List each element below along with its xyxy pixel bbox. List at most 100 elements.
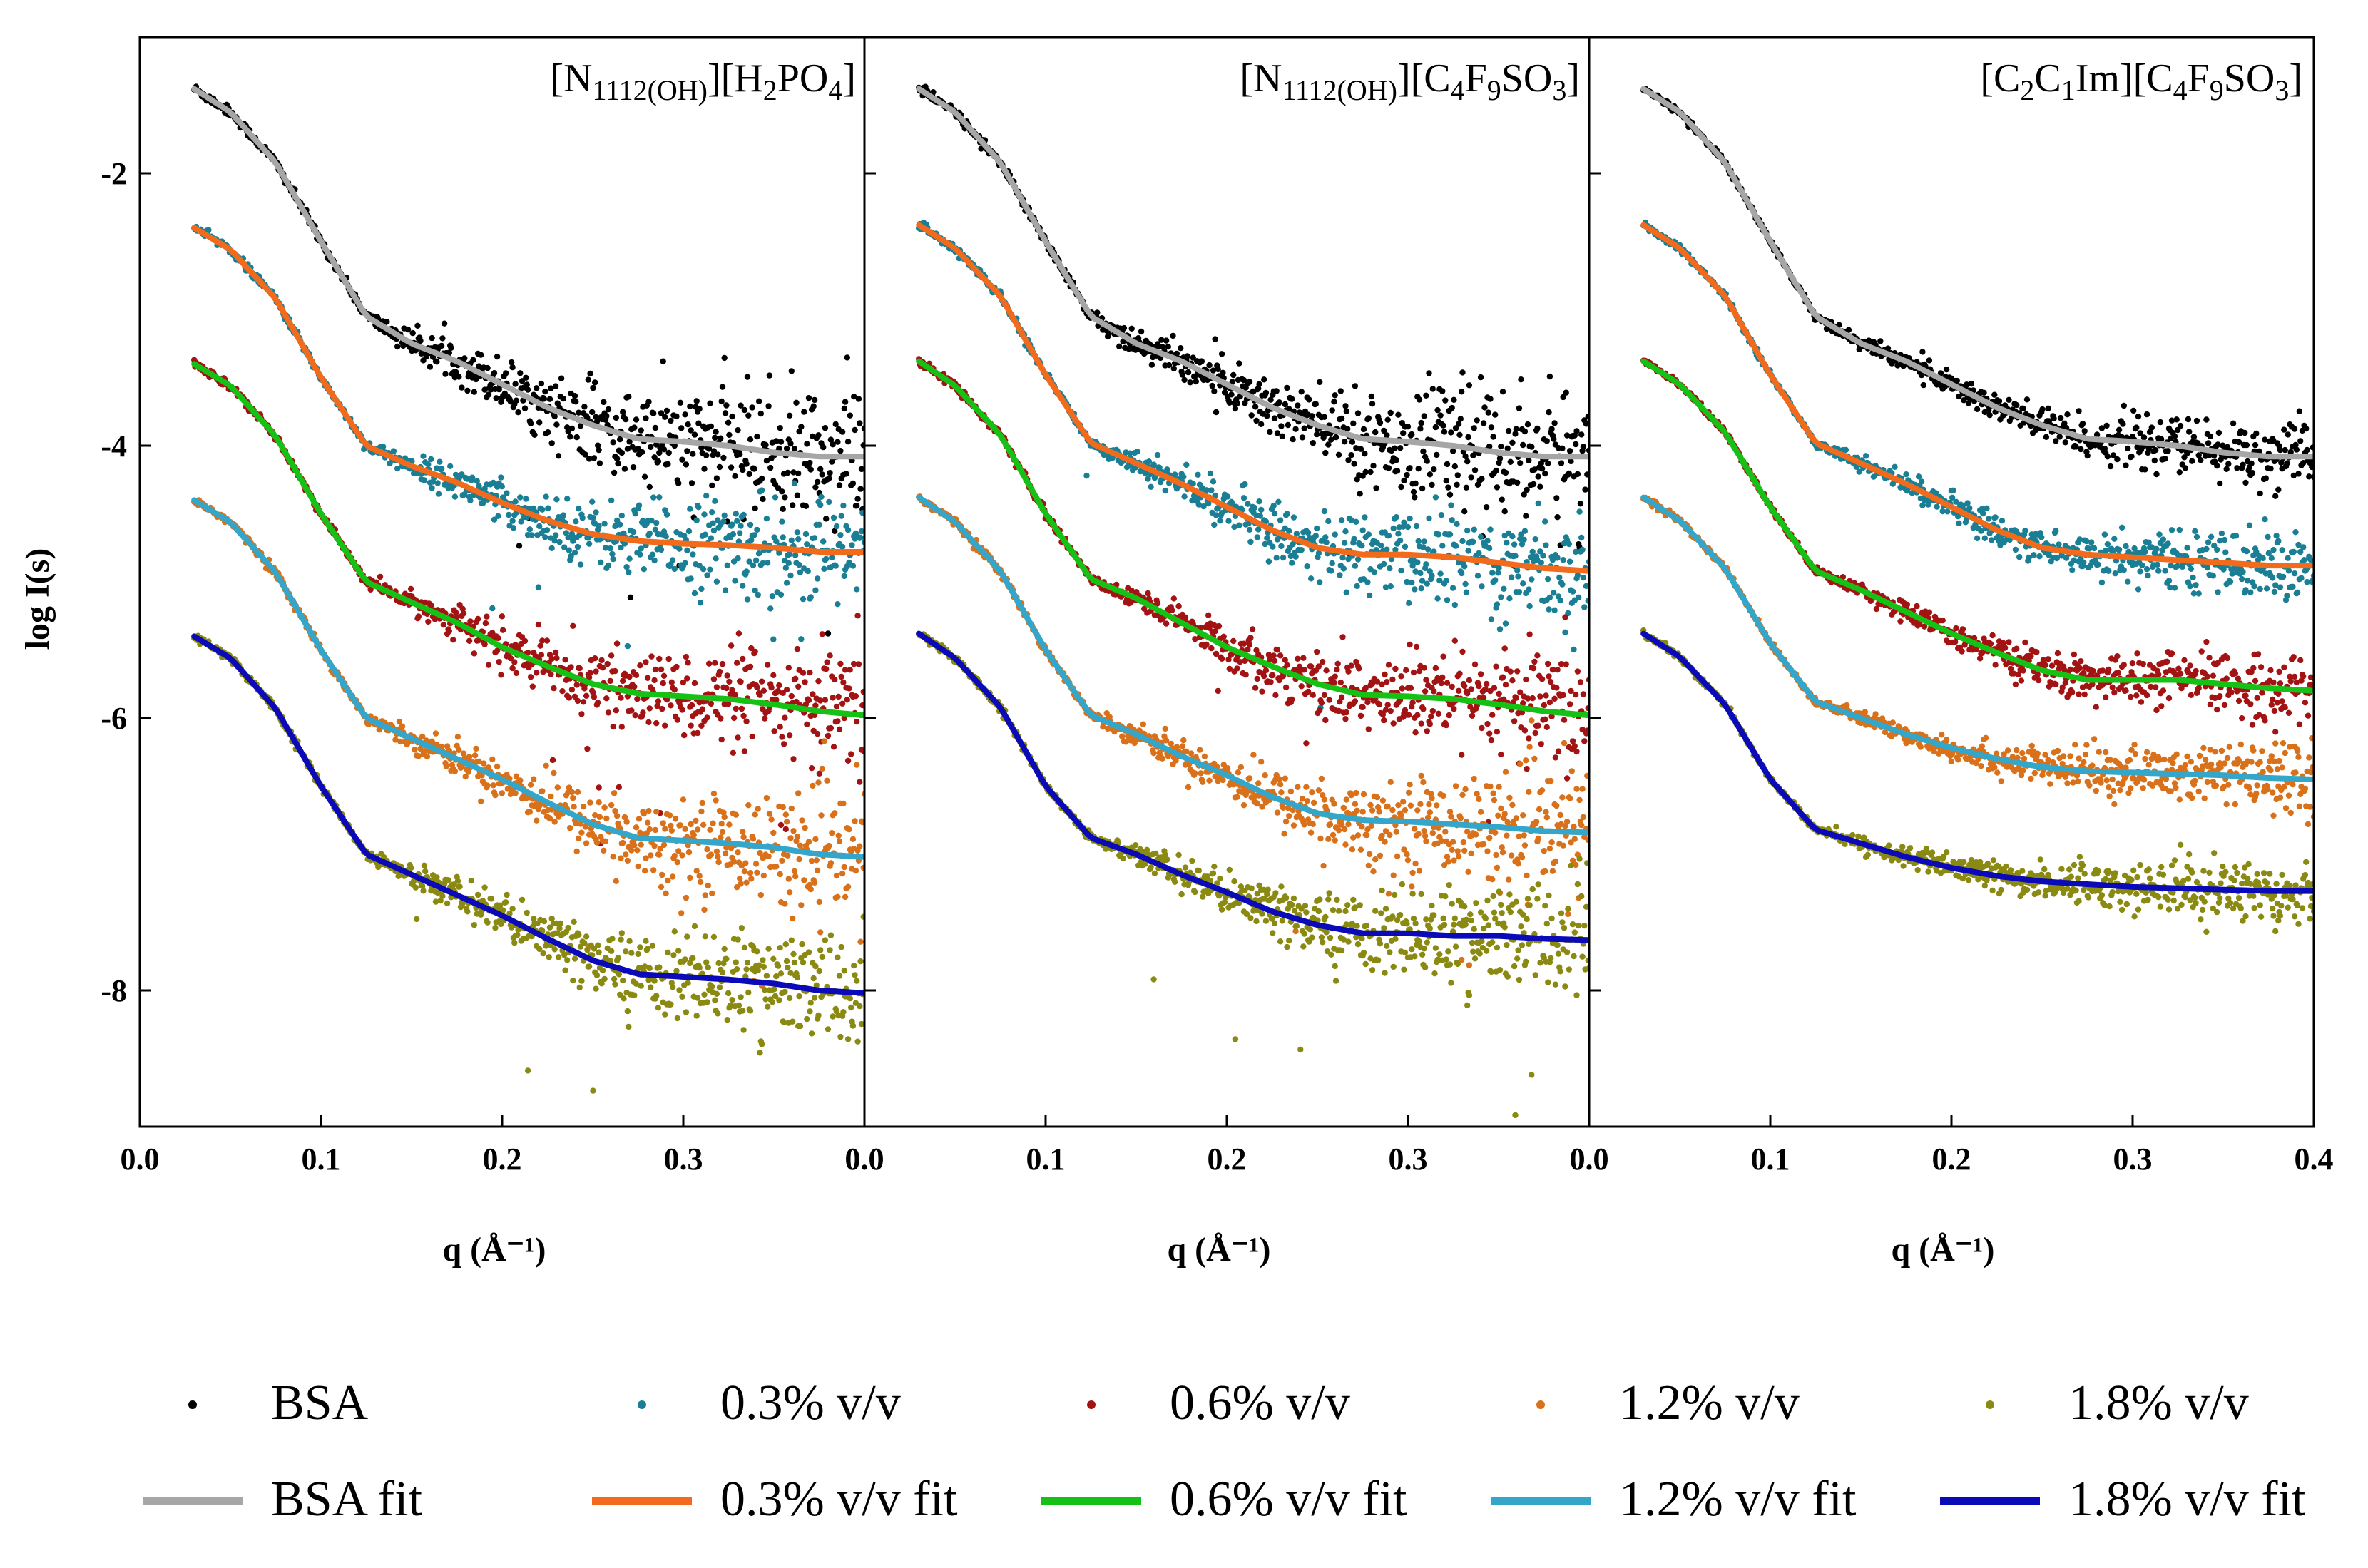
data-point: [392, 737, 399, 743]
data-point: [1372, 429, 1379, 436]
data-point: [1185, 369, 1192, 376]
data-point: [529, 683, 536, 690]
data-point: [793, 698, 800, 705]
data-point: [504, 490, 510, 496]
data-point: [1417, 570, 1424, 576]
data-point: [762, 441, 769, 448]
data-point: [1551, 436, 1557, 442]
data-point: [782, 714, 788, 721]
data-point: [1298, 547, 1305, 553]
data-point: [825, 630, 832, 637]
data-point: [1530, 481, 1537, 488]
data-point: [1387, 583, 1394, 590]
data-point: [1584, 471, 1589, 478]
data-point: [542, 534, 548, 540]
data-point: [765, 662, 771, 668]
data-point: [859, 819, 864, 826]
data-point: [719, 829, 726, 836]
data-point: [592, 379, 598, 386]
data-point: [617, 991, 623, 998]
data-point: [595, 700, 601, 706]
data-point: [478, 798, 484, 805]
data-point: [414, 322, 421, 329]
data-point: [529, 933, 535, 940]
data-point: [428, 602, 434, 608]
data-point: [1464, 458, 1471, 465]
data-point: [1418, 419, 1424, 426]
fit-line-series-2: [191, 225, 864, 555]
data-point: [777, 970, 785, 977]
data-point: [595, 442, 601, 449]
data-point: [559, 688, 566, 695]
data-point: [1256, 498, 1262, 505]
data-point: [773, 864, 780, 870]
data-point: [669, 873, 676, 880]
y-tick-label: -6: [101, 701, 127, 736]
data-point: [596, 949, 602, 955]
data-point: [1367, 468, 1374, 476]
data-point: [796, 428, 802, 435]
data-point: [1200, 503, 1207, 510]
data-point: [802, 503, 810, 509]
data-point: [543, 493, 549, 500]
data-point: [1342, 528, 1349, 535]
data-point: [1562, 629, 1568, 635]
data-point: [650, 494, 657, 501]
data-point: [1335, 451, 1342, 458]
data-point: [743, 718, 750, 724]
data-point: [1134, 449, 1140, 455]
data-point: [1277, 517, 1284, 523]
data-point: [395, 873, 402, 880]
data-point: [1284, 511, 1290, 517]
data-point: [716, 984, 723, 990]
data-point: [662, 414, 668, 420]
data-point: [737, 530, 743, 536]
data-point: [511, 659, 518, 665]
data-point: [849, 542, 855, 548]
data-point: [683, 894, 690, 901]
data-point: [1518, 531, 1524, 538]
data-point: [660, 446, 668, 453]
data-point: [709, 890, 715, 897]
data-point: [1484, 538, 1491, 544]
data-point: [1529, 576, 1535, 583]
data-point: [632, 511, 638, 517]
data-point: [708, 423, 715, 430]
data-point: [612, 981, 618, 988]
data-point: [726, 678, 733, 685]
data-point: [815, 1012, 822, 1019]
data-point: [1462, 580, 1469, 588]
data-point: [517, 494, 524, 501]
data-point: [679, 993, 685, 1000]
data-point: [757, 849, 763, 856]
data-point: [495, 635, 501, 642]
data-point: [509, 518, 516, 524]
data-point: [698, 585, 705, 593]
data-point: [494, 763, 501, 770]
data-point: [459, 605, 466, 612]
data-point: [840, 1009, 847, 1015]
data-point: [792, 873, 799, 880]
data-point: [536, 419, 543, 426]
data-point: [628, 950, 635, 956]
data-point: [407, 865, 414, 871]
data-point: [1404, 523, 1412, 531]
data-point: [560, 512, 566, 518]
data-point: [690, 831, 697, 839]
data-point: [1560, 557, 1566, 563]
data-point: [580, 699, 587, 705]
data-point: [561, 544, 568, 550]
data-point: [1273, 388, 1280, 394]
data-point: [1412, 494, 1418, 501]
data-point: [446, 349, 452, 356]
data-point: [812, 484, 819, 491]
data-point: [832, 676, 838, 683]
data-point: [470, 357, 476, 363]
data-point: [839, 870, 846, 877]
data-point: [790, 502, 796, 508]
data-point: [811, 535, 818, 541]
data-point: [710, 790, 718, 797]
data-point: [745, 412, 752, 419]
data-point: [854, 978, 860, 984]
series-2-points: [191, 223, 864, 650]
